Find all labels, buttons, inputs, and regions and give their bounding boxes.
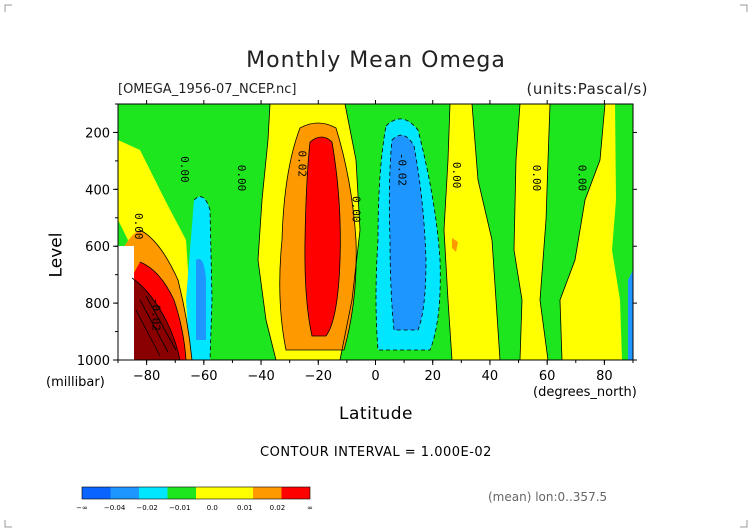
colorbar-label: 0.02 <box>270 504 286 512</box>
x-tick-label: −80 <box>133 369 160 384</box>
colorbar: −∞ −0.04 −0.02 −0.01 0.0 0.01 0.02 ∞ <box>76 486 313 512</box>
contour-value-label: 0.00 <box>576 165 589 192</box>
y-tick-label: 1000 <box>77 354 110 369</box>
y-tick-label: 800 <box>85 297 110 312</box>
band-blue-sh <box>196 258 206 340</box>
x-tick-label: 0 <box>371 369 379 384</box>
contour-labels: 0.00 0.00 -0.02 0.00 0.02 0.00 -0.02 0.00 0.00 0.… <box>132 150 588 331</box>
dataset-filename: [OMEGA_1956-07_NCEP.nc] <box>118 82 297 97</box>
x-axis-unit: (degrees_north) <box>533 385 637 400</box>
colorbar-swatch <box>196 487 225 499</box>
band-green-nh1 <box>472 104 522 360</box>
band-red-descent <box>304 137 341 336</box>
contour-interval-label: CONTOUR INTERVAL = 1.000E-02 <box>260 445 492 460</box>
colorbar-label: −0.01 <box>169 504 190 512</box>
y-tick-label: 200 <box>85 126 110 141</box>
contour-value-label: 0.00 <box>450 162 463 189</box>
contour-lines <box>131 104 606 360</box>
colorbar-label: −0.04 <box>104 504 126 512</box>
missing-data-area <box>118 246 134 360</box>
colorbar-swatch <box>281 487 310 499</box>
contour-value-label: 0.00 <box>530 165 543 192</box>
filled-contours: 0.00 0.00 -0.02 0.00 0.02 0.00 -0.02 0.00 0.00 0.… <box>118 104 633 360</box>
contour-value-label: 0.00 <box>235 165 248 192</box>
band-blue-ascent <box>389 135 426 330</box>
colorbar-swatch <box>253 487 282 499</box>
colorbar-swatch <box>224 487 253 499</box>
band-blue-np <box>628 270 633 360</box>
colorbar-swatch <box>167 487 196 499</box>
x-tick-label: 60 <box>539 369 556 384</box>
contour-value-label: -0.02 <box>149 298 162 331</box>
x-tick-label: −40 <box>247 369 274 384</box>
x-tick-label: 40 <box>482 369 499 384</box>
colorbar-label: ∞ <box>307 504 313 512</box>
x-tick-label: 80 <box>596 369 613 384</box>
colorbar-label: −∞ <box>76 504 88 512</box>
x-tick-label: −60 <box>190 369 217 384</box>
x-tick-label: 20 <box>424 369 441 384</box>
x-axis: −80 −60 −40 −20 0 20 40 60 80 <box>117 100 634 384</box>
contour-value-label: 0.00 <box>178 156 191 183</box>
contour-value-label: 0.02 <box>295 150 308 177</box>
band-green-pole <box>612 104 633 360</box>
y-axis: 200 400 600 800 1000 <box>77 103 637 369</box>
x-tick-label: −20 <box>305 369 332 384</box>
colorbar-swatch <box>82 487 111 499</box>
band-orange-blob <box>452 238 458 252</box>
contour-value-label: 0.00 <box>132 213 145 240</box>
band-darkred-polar <box>132 278 180 360</box>
y-tick-label: 600 <box>85 240 110 255</box>
mean-note: (mean) lon:0..357.5 <box>488 490 608 504</box>
colorbar-label: −0.02 <box>136 504 157 512</box>
colorbar-swatch <box>110 487 139 499</box>
units-label: (units:Pascal/s) <box>526 80 648 98</box>
chart-title: Monthly Mean Omega <box>246 48 506 73</box>
colorbar-label: 0.0 <box>207 504 218 512</box>
colorbar-swatch <box>139 487 168 499</box>
y-tick-label: 400 <box>85 183 110 198</box>
colorbar-frame <box>81 486 311 500</box>
contour-value-label: 0.00 <box>350 196 363 223</box>
x-axis-label: Latitude <box>339 404 413 424</box>
band-green-nh2 <box>540 104 605 360</box>
colorbar-label: 0.01 <box>237 504 253 512</box>
y-axis-unit: (millibar) <box>46 375 105 390</box>
crop-marks <box>4 4 748 528</box>
contour-value-label: -0.02 <box>395 153 408 186</box>
